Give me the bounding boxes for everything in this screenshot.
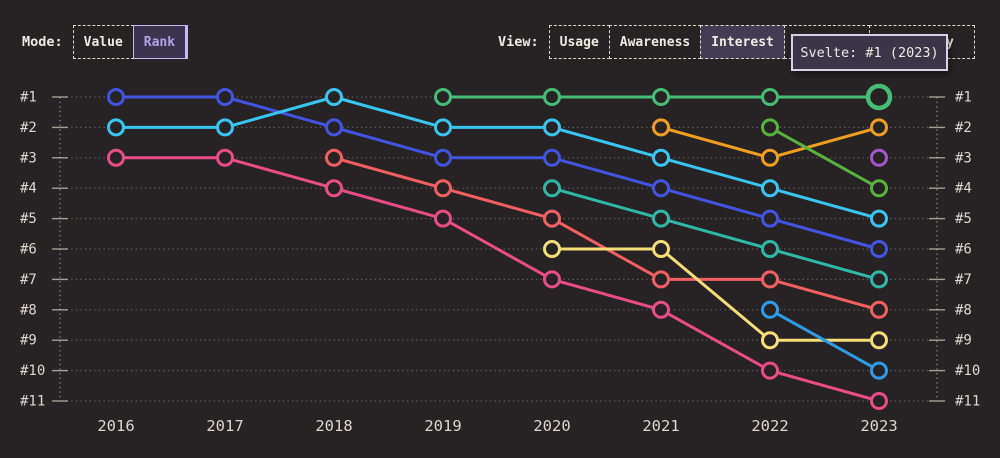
marker-royal-blue-2020[interactable] (543, 148, 561, 167)
year-label: 2022 (751, 417, 788, 435)
marker-royal-blue-2018[interactable] (325, 118, 343, 137)
marker-orange-2022[interactable] (761, 148, 779, 167)
rank-label-left: #1 (20, 90, 37, 106)
rank-label-left: #7 (20, 272, 37, 288)
year-label: 2020 (533, 417, 570, 435)
marker-teal-2020[interactable] (543, 179, 561, 198)
mode-label: Mode: (22, 34, 63, 50)
marker-pink-2020[interactable] (543, 270, 561, 289)
view-label: View: (498, 34, 539, 50)
series-line-pink (114, 156, 881, 403)
rank-label-right: #3 (955, 150, 972, 166)
rank-label-right: #7 (955, 272, 972, 288)
year-label: 2017 (206, 417, 243, 435)
year-label: 2023 (860, 417, 897, 435)
marker-cyan-2019[interactable] (434, 118, 452, 137)
mode-control-group: Mode: Value Rank (22, 25, 189, 59)
marker-purple-2023[interactable] (870, 148, 888, 167)
marker-salmon-2023[interactable] (870, 300, 888, 319)
marker-cyan-2020[interactable] (543, 118, 561, 137)
rank-label-right: #9 (955, 333, 972, 349)
rank-label-left: #2 (20, 120, 37, 136)
marker-cyan-2016[interactable] (107, 118, 125, 137)
marker-green-svelte-2020[interactable] (543, 88, 561, 106)
view-button-interest[interactable]: Interest (700, 25, 785, 59)
marker-sky-blue-2023[interactable] (870, 361, 888, 380)
tooltip: Svelte: #1 (2023) (791, 34, 948, 71)
marker-yellow-2020[interactable] (543, 240, 561, 258)
rank-label-right: #1 (955, 90, 972, 106)
rank-label-left: #5 (20, 211, 37, 227)
series-line-salmon (332, 156, 881, 312)
marker-yellow-2023[interactable] (870, 331, 888, 350)
marker-lime-2022[interactable] (761, 118, 779, 137)
marker-salmon-2020[interactable] (543, 209, 561, 228)
marker-pink-2021[interactable] (652, 300, 670, 319)
rank-label-left: #10 (20, 363, 45, 379)
series-line-royal-blue (114, 95, 881, 251)
marker-pink-2018[interactable] (325, 179, 343, 198)
rank-label-left: #3 (20, 150, 37, 166)
marker-orange-2021[interactable] (652, 118, 670, 137)
rank-label-left: #4 (20, 181, 37, 197)
marker-lime-2023[interactable] (870, 179, 888, 198)
series-line-cyan (114, 95, 881, 221)
marker-pink-2022[interactable] (761, 361, 779, 380)
rank-label-left: #8 (20, 302, 37, 318)
marker-pink-2019[interactable] (434, 209, 452, 228)
rank-label-right: #10 (955, 363, 980, 379)
marker-cyan-2017[interactable] (216, 118, 234, 137)
series-line-teal (550, 186, 881, 281)
marker-pink-2023[interactable] (870, 392, 888, 410)
marker-green-svelte-2019[interactable] (434, 88, 452, 106)
marker-cyan-2018[interactable] (325, 88, 343, 106)
marker-sky-blue-2022[interactable] (761, 300, 779, 319)
rank-label-left: #11 (20, 394, 45, 410)
rank-label-right: #11 (955, 394, 980, 410)
rank-label-right: #2 (955, 120, 972, 136)
mode-button-value[interactable]: Value (72, 25, 134, 59)
marker-salmon-2019[interactable] (434, 179, 452, 198)
mode-button-rank[interactable]: Rank (132, 25, 189, 59)
tooltip-text: Svelte: #1 (2023) (800, 44, 939, 61)
rank-label-left: #6 (20, 242, 37, 258)
year-label: 2021 (642, 417, 679, 435)
series-line-sky-blue (768, 308, 881, 373)
year-label: 2018 (315, 417, 352, 435)
view-button-awareness[interactable]: Awareness (608, 25, 702, 59)
marker-green-svelte-2021[interactable] (652, 88, 670, 106)
rank-label-left: #9 (20, 333, 37, 349)
marker-teal-2022[interactable] (761, 240, 779, 258)
marker-yellow-2021[interactable] (652, 240, 670, 258)
year-label: 2016 (97, 417, 134, 435)
marker-royal-blue-2022[interactable] (761, 209, 779, 228)
marker-royal-blue-2019[interactable] (434, 148, 452, 167)
marker-salmon-2022[interactable] (761, 270, 779, 289)
marker-salmon-2018[interactable] (325, 148, 343, 167)
marker-pink-2017[interactable] (216, 148, 234, 167)
rank-label-right: #4 (955, 181, 972, 197)
marker-cyan-2022[interactable] (761, 179, 779, 198)
marker-green-svelte-2022[interactable] (761, 88, 779, 106)
view-button-usage[interactable]: Usage (548, 25, 610, 59)
marker-cyan-2023[interactable] (870, 209, 888, 228)
marker-green-svelte-2023-highlighted[interactable] (865, 83, 893, 111)
marker-orange-2023[interactable] (870, 118, 888, 137)
marker-royal-blue-2017[interactable] (216, 88, 234, 106)
year-label: 2019 (424, 417, 461, 435)
marker-yellow-2022[interactable] (761, 331, 779, 350)
marker-teal-2021[interactable] (652, 209, 670, 228)
marker-salmon-2021[interactable] (652, 270, 670, 289)
rank-label-right: #5 (955, 211, 972, 227)
marker-pink-2016[interactable] (107, 148, 125, 167)
marker-royal-blue-2023[interactable] (870, 240, 888, 258)
marker-royal-blue-2016[interactable] (107, 88, 125, 106)
rank-label-right: #8 (955, 302, 972, 318)
rank-label-right: #6 (955, 242, 972, 258)
marker-teal-2023[interactable] (870, 270, 888, 289)
series-line-lime (768, 125, 881, 190)
marker-royal-blue-2021[interactable] (652, 179, 670, 198)
marker-cyan-2021[interactable] (652, 148, 670, 167)
